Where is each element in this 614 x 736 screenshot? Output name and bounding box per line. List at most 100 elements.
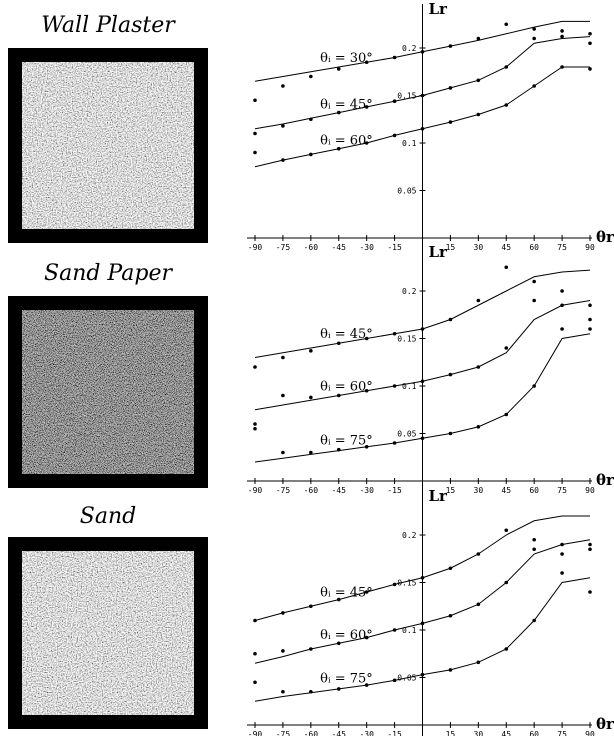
x-tick-label: 30 [474,486,484,495]
measured-point [253,619,257,623]
y-tick-label: 0.05 [397,187,416,196]
measured-point [421,327,425,331]
measured-point [421,576,425,580]
measured-point [588,67,592,71]
curve-label: θᵢ = 45° [320,97,373,112]
measured-point [449,86,453,90]
measured-point [504,22,508,26]
measured-point [504,528,508,532]
measured-point [309,153,313,157]
x-tick-label: -90 [248,730,263,736]
measured-point [421,127,425,131]
measured-point [309,451,313,455]
chart-title: Sand [80,504,136,529]
measured-point [309,75,313,79]
measured-point [504,413,508,417]
measured-point [560,327,564,331]
measured-point [532,619,536,623]
x-tick-label: 15 [446,243,456,252]
measured-point [309,647,313,651]
measured-point [393,628,397,632]
measured-point [560,65,564,69]
measured-point [449,614,453,618]
x-tick-label: 60 [529,243,539,252]
measured-point [532,384,536,388]
measured-point [560,35,564,39]
measured-point [477,79,481,83]
x-tick-label: -60 [304,730,319,736]
measured-point [532,280,536,284]
measured-point [560,29,564,33]
x-tick-label: -15 [387,730,402,736]
measured-point [281,611,285,615]
x-tick-label: 90 [585,486,595,495]
measured-point [393,56,397,60]
measured-point [253,365,257,369]
measured-point [532,27,536,31]
x-axis-label: θr [596,471,614,489]
y-tick-label: 0.2 [402,531,417,540]
y-tick-label: 0.1 [402,139,417,148]
x-tick-label: 30 [474,730,484,736]
measured-point [532,538,536,542]
x-tick-label: -30 [359,730,374,736]
measured-point [253,422,257,426]
measured-point [449,44,453,48]
x-tick-label: -45 [332,486,347,495]
measured-point [393,583,397,587]
x-tick-label: 75 [557,243,567,252]
y-tick-label: 0.2 [402,44,417,53]
measured-point [421,94,425,98]
measured-point [281,124,285,128]
measured-point [449,120,453,124]
measured-point [477,661,481,665]
measured-point [560,289,564,293]
page: Wall PlasterθrLr-90-75-60-45-30-15153045… [0,0,614,736]
x-tick-label: 45 [501,486,511,495]
measured-point [588,303,592,307]
measured-point [309,349,313,353]
x-tick-label: 60 [529,486,539,495]
x-tick-label: -90 [248,243,263,252]
measured-point [309,604,313,608]
measured-point [504,647,508,651]
x-axis-label: θr [596,715,614,733]
measured-point [281,394,285,398]
measured-point [393,99,397,103]
x-tick-label: -60 [304,486,319,495]
curve-label: θᵢ = 75° [320,672,373,687]
measured-point [588,590,592,594]
measured-point [253,427,257,431]
measured-point [560,552,564,556]
measured-point [393,441,397,445]
measured-point [337,687,341,691]
x-tick-label: 15 [446,730,456,736]
measured-point [449,318,453,322]
measured-point [449,566,453,570]
measured-point [253,98,257,102]
measured-point [281,158,285,162]
x-tick-label: -45 [332,730,347,736]
y-axis-label: Lr [429,0,449,18]
x-tick-label: -45 [332,243,347,252]
x-tick-label: 30 [474,243,484,252]
measured-point [588,327,592,331]
curve-label: θᵢ = 45° [320,327,373,342]
measured-point [393,679,397,683]
x-tick-label: -15 [387,486,402,495]
measured-point [421,379,425,383]
measured-point [393,384,397,388]
measured-point [588,547,592,551]
x-tick-label: -75 [276,486,291,495]
x-tick-label: -60 [304,243,319,252]
measured-point [281,690,285,694]
measured-point [588,318,592,322]
measured-point [421,673,425,677]
x-tick-label: -30 [359,486,374,495]
y-tick-label: 0.15 [397,335,416,344]
curve-label: θᵢ = 60° [320,379,373,394]
measured-point [281,451,285,455]
y-axis-label: Lr [429,487,449,505]
measured-point [588,32,592,36]
x-tick-label: 75 [557,730,567,736]
